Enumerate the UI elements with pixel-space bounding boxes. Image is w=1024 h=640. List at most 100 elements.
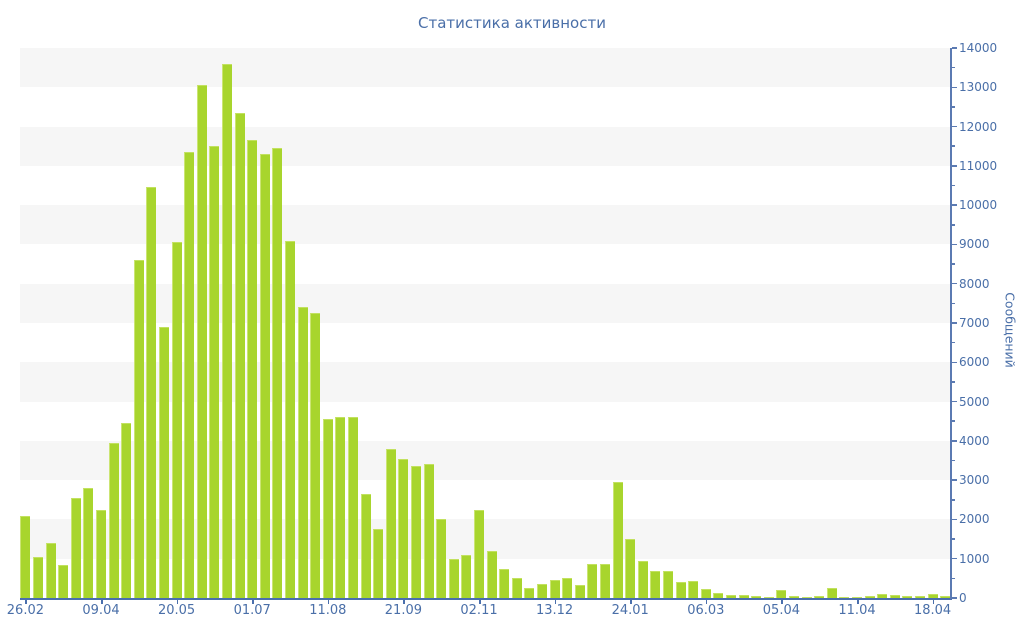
chart-bar[interactable] [915, 595, 925, 598]
chart-bar[interactable] [423, 464, 434, 598]
chart-bar[interactable] [738, 595, 749, 598]
chart-bar[interactable] [259, 154, 270, 598]
chart-bar[interactable] [448, 558, 459, 598]
chart-bar[interactable] [511, 578, 522, 598]
y-tick-label: 10000 [959, 198, 998, 213]
chart-bar[interactable] [650, 570, 661, 598]
x-tick-label: 13.12 [535, 603, 574, 618]
chart-bar[interactable] [751, 596, 762, 598]
chart-bar[interactable] [310, 313, 321, 598]
y-tick-major [951, 479, 957, 481]
x-tick [554, 600, 557, 604]
chart-bar[interactable] [927, 593, 938, 598]
chart-bar[interactable] [272, 148, 283, 598]
chart-bar[interactable] [20, 515, 31, 598]
y-tick-minor [951, 224, 955, 226]
y-tick-major [951, 125, 957, 128]
y-tick-major [951, 165, 957, 167]
chart-bar[interactable] [159, 326, 169, 598]
y-tick-minor [951, 106, 955, 108]
chart-bar[interactable] [789, 595, 799, 598]
chart-bar[interactable] [612, 482, 623, 598]
chart-bar[interactable] [209, 146, 220, 598]
y-tick-label: 12000 [959, 119, 998, 134]
chart-bar[interactable] [83, 488, 94, 598]
x-tick [781, 600, 783, 604]
chart-bar[interactable] [461, 554, 472, 598]
chart-bar[interactable] [562, 578, 573, 598]
chart-bar[interactable] [360, 493, 371, 598]
chart-bar[interactable] [398, 458, 409, 598]
chart-bar[interactable] [726, 594, 736, 598]
x-tick [857, 600, 859, 604]
chart-bar[interactable] [587, 563, 598, 598]
chart-bar[interactable] [322, 419, 333, 598]
chart-bar[interactable] [33, 556, 43, 598]
chart-bar[interactable] [574, 584, 585, 598]
chart-bar[interactable] [877, 594, 888, 598]
chart-bar[interactable] [121, 423, 132, 598]
chart-bar[interactable] [940, 596, 951, 598]
chart-bar[interactable] [133, 260, 144, 598]
chart-bar[interactable] [549, 580, 560, 598]
chart-bar[interactable] [411, 466, 421, 598]
chart-bar[interactable] [637, 560, 648, 598]
chart-bar[interactable] [600, 564, 610, 598]
chart-bar[interactable] [713, 593, 724, 598]
chart-bar[interactable] [814, 596, 825, 598]
x-tick-label: 09.04 [82, 603, 120, 618]
y-tick-label: 8000 [959, 276, 990, 291]
y-tick-minor [951, 184, 955, 187]
chart-bar[interactable] [663, 570, 673, 598]
chart-bar[interactable] [486, 550, 497, 598]
chart-bar[interactable] [184, 152, 195, 598]
chart-bar[interactable] [839, 596, 850, 598]
y-tick-label: 2000 [959, 512, 990, 527]
y-tick-label: 6000 [959, 355, 990, 370]
chart-bar[interactable] [385, 448, 396, 598]
y-tick-minor [951, 499, 955, 501]
x-tick-label: 02.11 [460, 603, 498, 618]
chart-bar[interactable] [285, 240, 295, 598]
chart-bar[interactable] [688, 580, 699, 598]
chart-bar[interactable] [776, 589, 787, 598]
chart-bar[interactable] [763, 596, 774, 598]
chart-bar[interactable] [348, 417, 358, 598]
chart-bar[interactable] [474, 509, 484, 598]
chart-bar[interactable] [335, 417, 346, 598]
grid-band [20, 205, 950, 245]
chart-bar[interactable] [537, 584, 547, 598]
chart-bar[interactable] [222, 63, 232, 598]
chart-bar[interactable] [45, 543, 56, 598]
chart-bar[interactable] [436, 519, 447, 598]
chart-bar[interactable] [373, 529, 384, 598]
chart-bar[interactable] [864, 596, 875, 598]
chart-bar[interactable] [58, 564, 69, 598]
chart-bar[interactable] [234, 112, 245, 598]
chart-bar[interactable] [700, 588, 711, 598]
y-tick-label: 1000 [959, 551, 990, 566]
x-tick-label: 05.04 [762, 603, 800, 618]
chart-bar[interactable] [524, 588, 535, 598]
chart-bar[interactable] [902, 596, 913, 598]
grid-band [20, 48, 950, 88]
chart-bar[interactable] [826, 587, 837, 598]
chart-bar[interactable] [297, 307, 308, 598]
chart-bar[interactable] [247, 140, 258, 598]
chart-bar[interactable] [171, 242, 182, 598]
chart-bar[interactable] [108, 442, 119, 598]
chart-bar[interactable] [889, 594, 900, 598]
y-tick-major [951, 243, 957, 246]
chart-bar[interactable] [852, 597, 862, 599]
grid-band [20, 126, 950, 166]
chart-bar[interactable] [675, 582, 686, 598]
chart-bar[interactable] [70, 497, 81, 598]
chart-bar[interactable] [96, 509, 106, 598]
chart-bar[interactable] [196, 85, 207, 598]
chart-bar[interactable] [801, 596, 812, 598]
chart-bar[interactable] [625, 539, 636, 598]
y-tick-label: 5000 [959, 394, 990, 409]
chart-bar[interactable] [499, 568, 510, 598]
chart-bar[interactable] [146, 187, 157, 598]
